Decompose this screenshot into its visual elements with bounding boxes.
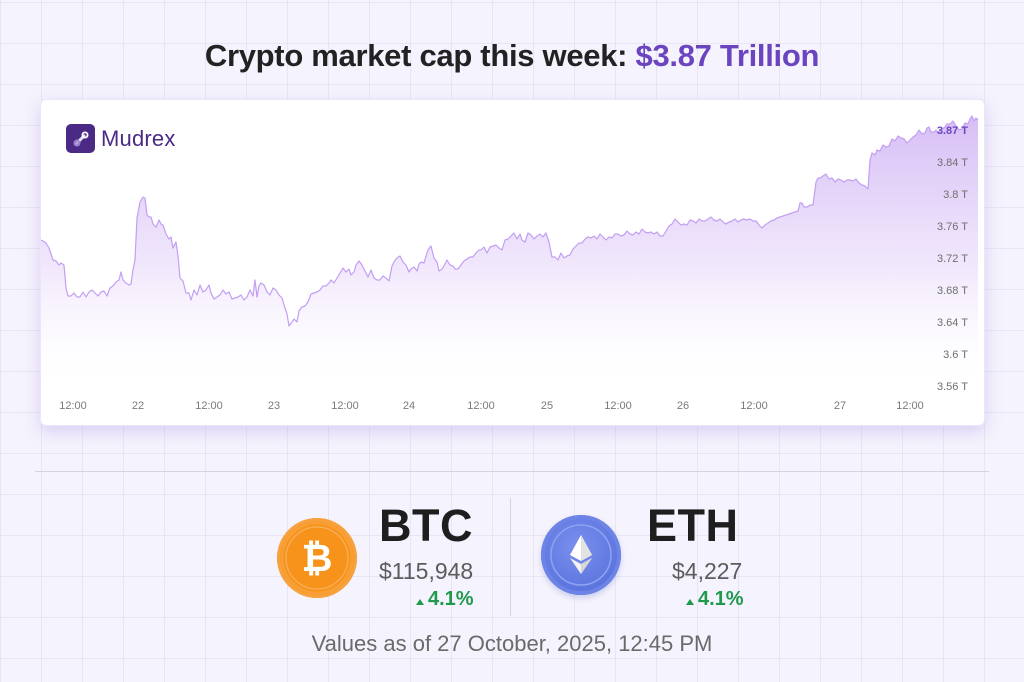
chart-card: Mudrex 3.87 T 3.84 T 3.8 T 3.76 T 3.72 T…	[40, 99, 985, 426]
market-cap-area-chart	[41, 115, 979, 392]
eth-symbol: ETH	[647, 500, 739, 551]
mudrex-logo-icon	[66, 124, 95, 153]
btc-symbol: BTC	[379, 500, 473, 551]
x-tick: 12:00	[604, 400, 632, 412]
btc-change: 4.1%	[416, 588, 474, 611]
up-arrow-icon	[686, 598, 694, 605]
x-tick: 25	[540, 400, 554, 412]
btc-change-value: 4.1%	[428, 588, 474, 610]
y-tick: 3.72 T	[937, 253, 968, 265]
x-tick: 24	[402, 400, 416, 412]
x-tick: 12:00	[331, 400, 359, 412]
coin-separator	[510, 498, 511, 616]
x-tick: 12:00	[467, 400, 495, 412]
ethereum-icon	[541, 515, 621, 595]
chart-area-fill	[41, 116, 978, 392]
brand-logo: Mudrex	[66, 124, 176, 153]
y-tick: 3.68 T	[937, 285, 968, 297]
y-tick: 3.8 T	[943, 189, 968, 201]
chart-line	[41, 115, 979, 327]
y-tick: 3.84 T	[937, 157, 968, 169]
up-arrow-icon	[416, 598, 424, 605]
x-tick: 12:00	[896, 400, 924, 412]
market-cap-value: $3.87 Trillion	[635, 38, 820, 73]
x-tick: 26	[676, 400, 690, 412]
y-tick: 3.64 T	[937, 317, 968, 329]
btc-price: $115,948	[379, 558, 474, 584]
y-tick: 3.76 T	[937, 221, 968, 233]
eth-price: $4,227	[672, 558, 743, 584]
page-title: Crypto market cap this week: $3.87 Trill…	[0, 38, 1024, 74]
eth-change: 4.1%	[686, 588, 744, 611]
title-prefix: Crypto market cap this week:	[204, 38, 636, 73]
timestamp-footer: Values as of 27 October, 2025, 12:45 PM	[311, 631, 713, 656]
x-tick: 22	[131, 400, 145, 412]
y-tick: 3.56 T	[937, 381, 968, 393]
eth-change-value: 4.1%	[698, 588, 744, 610]
x-tick: 12:00	[59, 400, 87, 412]
brand-name: Mudrex	[101, 125, 176, 151]
x-tick: 12:00	[740, 400, 768, 412]
section-divider	[35, 471, 989, 472]
y-tick-current: 3.87 T	[936, 125, 968, 137]
bitcoin-icon: ₿	[277, 518, 357, 598]
svg-text:₿: ₿	[302, 536, 333, 580]
x-tick: 27	[833, 400, 847, 412]
y-tick: 3.6 T	[943, 349, 968, 361]
x-tick: 12:00	[195, 400, 223, 412]
x-tick: 23	[267, 400, 281, 412]
